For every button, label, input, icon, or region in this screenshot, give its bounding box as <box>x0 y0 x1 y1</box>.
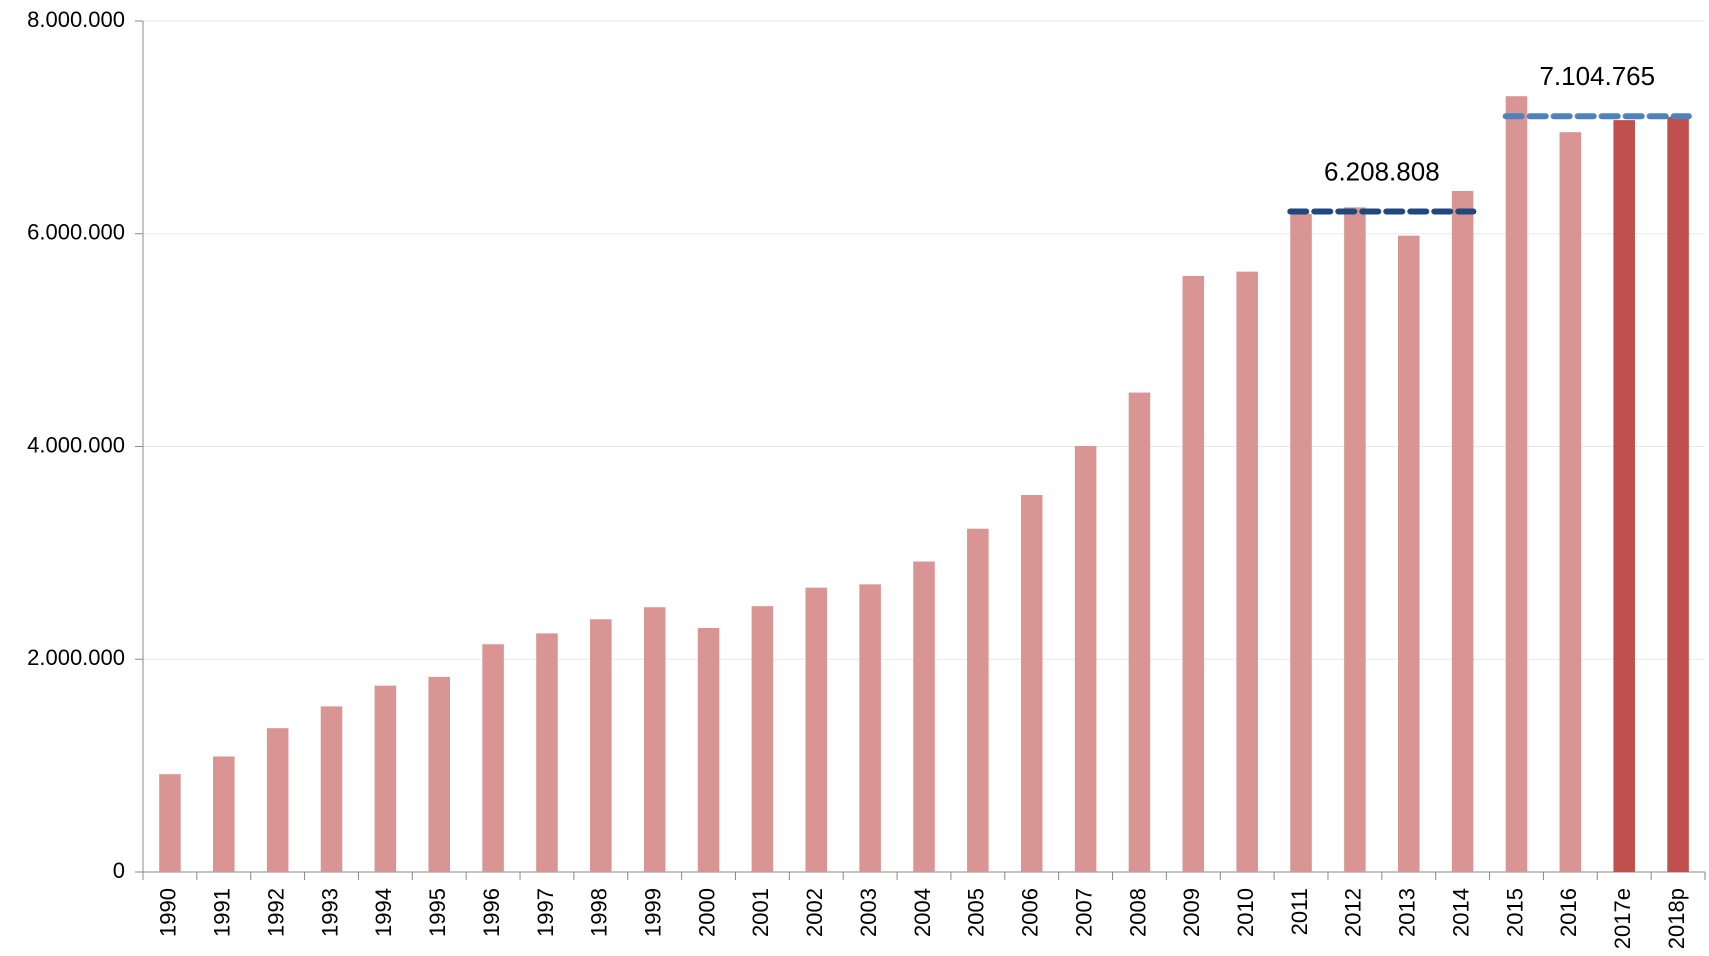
x-tick-label: 2010 <box>1233 888 1258 937</box>
x-tick-label: 2001 <box>748 888 773 937</box>
bar <box>1344 207 1366 872</box>
bar <box>1397 235 1420 873</box>
reference-label: 7.104.765 <box>1539 61 1655 91</box>
x-tick-label: 2000 <box>694 888 719 937</box>
bar <box>213 756 235 872</box>
x-tick-label: 2002 <box>802 888 827 937</box>
bar <box>859 584 881 872</box>
x-tick-label: 2015 <box>1502 888 1527 937</box>
y-tick-label: 2.000.000 <box>27 645 125 670</box>
x-tick-label: 1998 <box>587 888 612 937</box>
bar <box>1020 495 1043 872</box>
x-tick-label: 2011 <box>1287 888 1312 935</box>
x-tick-label: 1996 <box>479 888 504 937</box>
bar <box>482 644 504 872</box>
bar <box>1505 96 1528 872</box>
x-tick-label: 2009 <box>1179 888 1204 937</box>
bar <box>805 587 828 872</box>
bar <box>1074 445 1097 872</box>
x-tick-label: 2016 <box>1556 888 1581 937</box>
x-tick-label: 2007 <box>1071 888 1096 937</box>
bar <box>751 606 774 872</box>
x-tick-label: 1994 <box>371 888 396 937</box>
y-tick-label: 0 <box>113 858 125 883</box>
y-tick-label: 8.000.000 <box>27 7 125 32</box>
bar <box>913 561 935 872</box>
bar <box>1182 275 1205 873</box>
x-tick-label: 1992 <box>263 888 288 937</box>
x-tick-label: 2008 <box>1125 888 1150 937</box>
x-tick-label: 2005 <box>964 888 989 937</box>
x-tick-label: 1999 <box>641 888 666 937</box>
bar <box>1290 213 1312 872</box>
bar <box>1559 132 1582 873</box>
bar <box>1613 120 1635 873</box>
x-tick-label: 2017e <box>1610 888 1635 949</box>
bar <box>1667 116 1689 872</box>
x-tick-label: 2014 <box>1448 888 1473 937</box>
reference-label: 6.208.808 <box>1324 156 1440 186</box>
bar <box>266 728 289 872</box>
bar <box>428 676 451 872</box>
y-tick-label: 4.000.000 <box>27 432 125 457</box>
x-tick-label: 2003 <box>856 888 881 937</box>
bar <box>967 528 989 872</box>
bar <box>536 633 558 872</box>
bar <box>697 627 720 872</box>
x-tick-label: 1990 <box>156 888 181 937</box>
x-tick-label: 1997 <box>533 888 558 937</box>
bar <box>374 685 397 872</box>
bar <box>1451 190 1474 872</box>
x-tick-label: 1995 <box>425 888 450 937</box>
bar <box>1128 392 1151 872</box>
x-tick-label: 1993 <box>317 888 342 937</box>
x-tick-label: 1991 <box>210 888 235 937</box>
x-tick-label: 2013 <box>1395 888 1420 937</box>
y-tick-label: 6.000.000 <box>27 220 125 245</box>
bar <box>643 607 666 872</box>
x-tick-label: 2018p <box>1664 888 1689 949</box>
bar <box>159 774 181 872</box>
x-tick-label: 2004 <box>910 888 935 937</box>
bar <box>590 619 612 872</box>
bar <box>320 706 343 872</box>
x-tick-label: 2012 <box>1341 888 1366 937</box>
bar <box>1236 271 1258 872</box>
x-tick-label: 2006 <box>1018 888 1043 937</box>
